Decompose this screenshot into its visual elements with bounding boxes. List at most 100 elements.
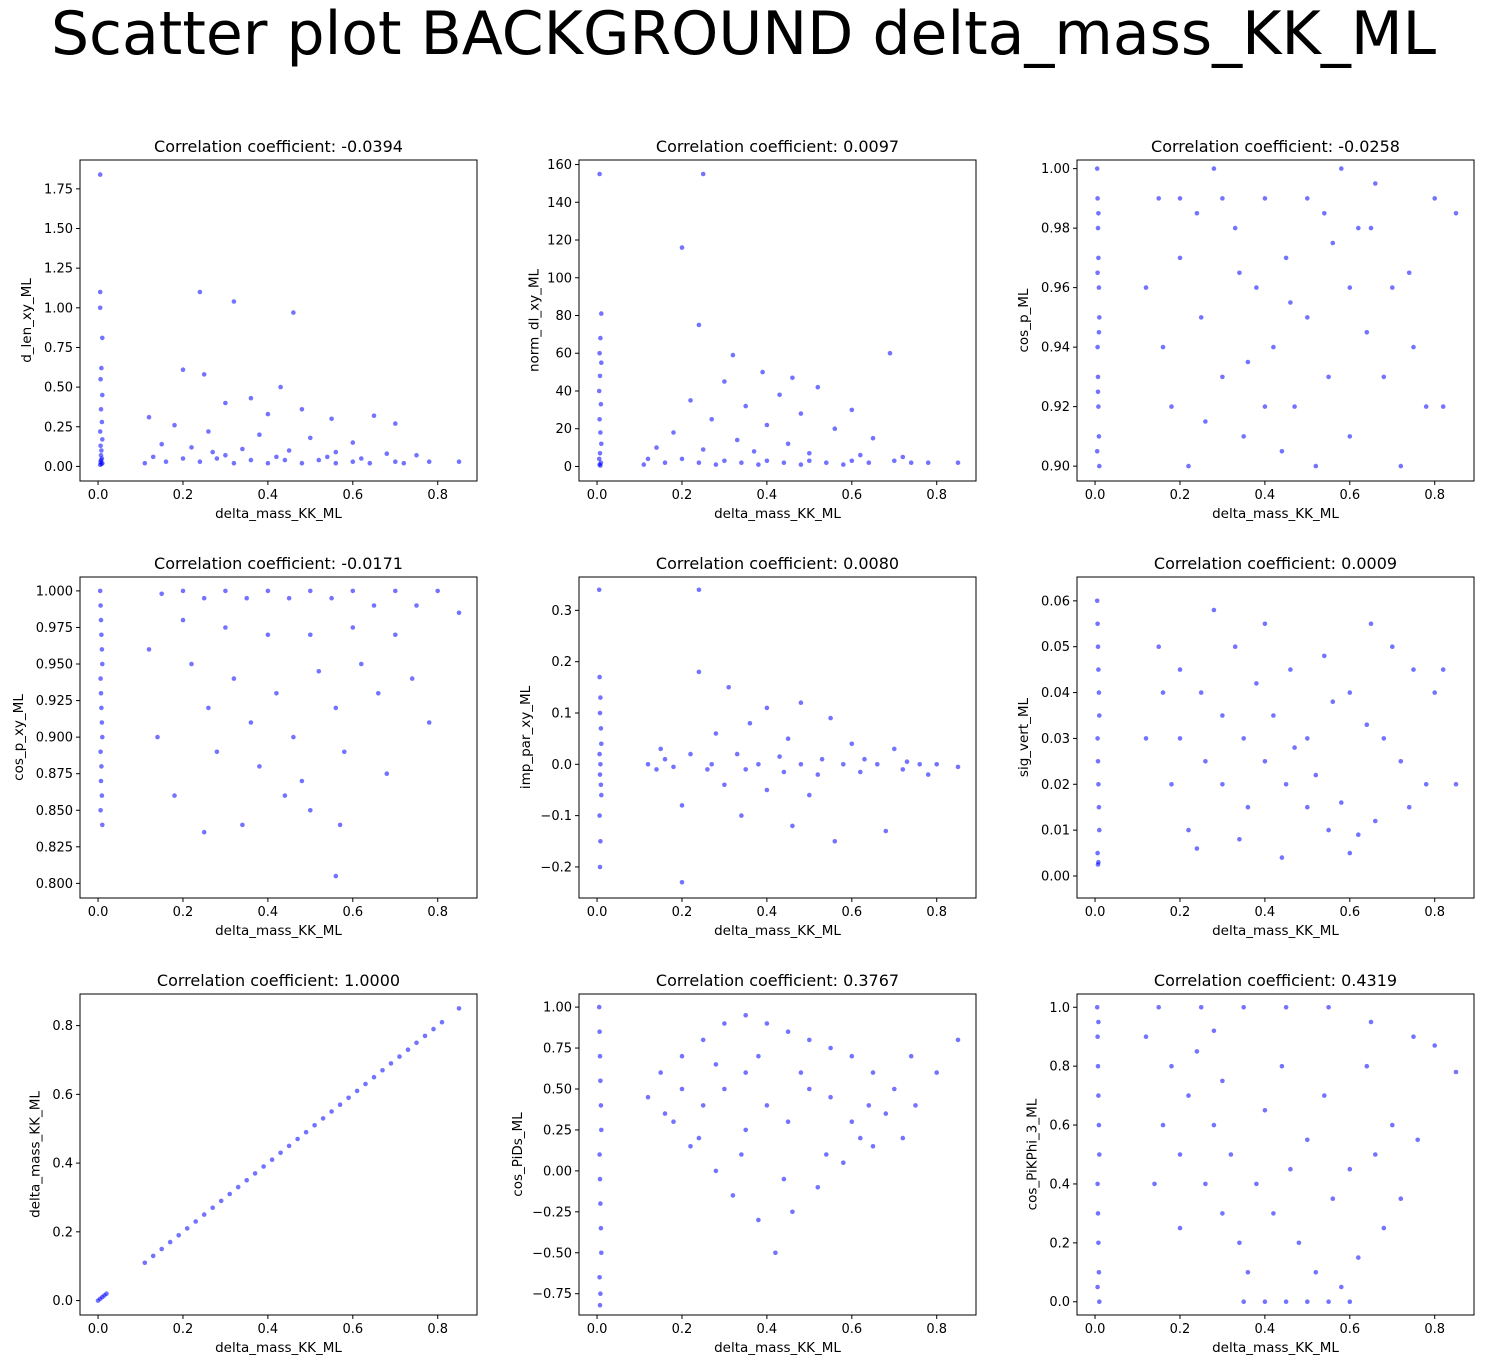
data-point bbox=[1237, 837, 1242, 842]
data-point bbox=[1356, 832, 1361, 837]
data-point bbox=[1220, 196, 1225, 201]
y-tick-label: 0.06 bbox=[1041, 594, 1070, 609]
data-point bbox=[598, 463, 603, 468]
subplot-title: Correlation coefficient: 0.0080 bbox=[656, 554, 899, 573]
data-point bbox=[1288, 300, 1293, 305]
data-point bbox=[1096, 1019, 1101, 1025]
data-point bbox=[1453, 211, 1459, 216]
data-point bbox=[282, 793, 288, 798]
y-tick-label: 1.00 bbox=[543, 1001, 572, 1016]
data-point bbox=[828, 715, 833, 721]
y-tick-label: 0.98 bbox=[1041, 222, 1070, 237]
y-tick-label: 160 bbox=[547, 158, 572, 173]
data-point bbox=[760, 369, 765, 375]
subplot-title: Correlation coefficient: -0.0258 bbox=[1151, 137, 1400, 156]
x-tick-label: 0.2 bbox=[1170, 905, 1191, 920]
data-point bbox=[414, 1040, 419, 1046]
data-point bbox=[1322, 1093, 1327, 1098]
data-point bbox=[658, 746, 663, 752]
data-point bbox=[333, 460, 339, 466]
data-point bbox=[705, 767, 710, 772]
y-tick-label: 0.00 bbox=[543, 1164, 572, 1179]
data-point bbox=[325, 454, 330, 460]
x-tick-label: 0.0 bbox=[1085, 488, 1106, 503]
data-point bbox=[439, 1019, 445, 1025]
data-point bbox=[722, 379, 727, 384]
data-point bbox=[100, 437, 105, 442]
data-point bbox=[1423, 782, 1429, 787]
data-point bbox=[700, 171, 706, 177]
data-point bbox=[426, 720, 432, 725]
data-point bbox=[1368, 225, 1374, 231]
data-point bbox=[807, 451, 812, 456]
data-point bbox=[1096, 782, 1101, 787]
data-point bbox=[1160, 1122, 1166, 1128]
data-point bbox=[1095, 374, 1101, 380]
data-point bbox=[180, 367, 186, 373]
data-point bbox=[781, 1176, 787, 1182]
data-point bbox=[645, 456, 651, 462]
y-tick-label: 40 bbox=[555, 384, 572, 399]
data-point bbox=[596, 587, 602, 593]
data-point bbox=[1283, 1005, 1289, 1010]
data-point bbox=[1096, 690, 1102, 695]
data-point bbox=[97, 588, 103, 594]
subplot-title: Correlation coefficient: 0.3767 bbox=[656, 971, 899, 990]
x-tick-label: 0.2 bbox=[1170, 1322, 1191, 1337]
y-tick-label: 140 bbox=[547, 196, 572, 211]
data-point bbox=[359, 456, 364, 461]
y-tick-label: 0.2 bbox=[551, 655, 572, 670]
data-point bbox=[1237, 270, 1242, 276]
data-point bbox=[146, 414, 152, 420]
data-point bbox=[286, 448, 292, 453]
data-point bbox=[244, 1178, 249, 1183]
data-point bbox=[900, 1135, 906, 1141]
x-tick-label: 0.8 bbox=[427, 1322, 448, 1337]
data-point bbox=[599, 441, 604, 447]
subplot-title: Correlation coefficient: 0.0097 bbox=[656, 137, 899, 156]
data-point bbox=[1313, 463, 1319, 469]
data-point bbox=[1096, 667, 1101, 672]
data-point bbox=[722, 458, 727, 464]
data-point bbox=[426, 459, 432, 465]
data-point bbox=[1254, 285, 1259, 290]
y-tick-label: 0.2 bbox=[52, 1225, 73, 1240]
data-point bbox=[1186, 1093, 1191, 1098]
x-tick-label: 0.4 bbox=[757, 1322, 778, 1337]
data-point bbox=[1288, 667, 1293, 672]
data-point bbox=[892, 458, 897, 464]
data-point bbox=[384, 771, 390, 776]
data-point bbox=[257, 432, 262, 438]
y-tick-label: 1.0 bbox=[1049, 1001, 1070, 1016]
data-point bbox=[832, 426, 838, 432]
data-point bbox=[892, 1086, 897, 1092]
data-point bbox=[1094, 449, 1100, 454]
data-point bbox=[824, 1152, 829, 1157]
data-point bbox=[798, 462, 804, 467]
data-point bbox=[98, 617, 104, 623]
data-point bbox=[1198, 315, 1204, 320]
x-tick-label: 0.2 bbox=[173, 488, 194, 503]
data-point bbox=[849, 741, 855, 747]
x-tick-label: 0.6 bbox=[342, 905, 363, 920]
data-point bbox=[722, 782, 727, 788]
data-point bbox=[282, 457, 288, 463]
data-point bbox=[167, 1239, 173, 1245]
data-point bbox=[1283, 255, 1289, 261]
data-point bbox=[316, 669, 322, 674]
data-point bbox=[97, 289, 103, 295]
data-point bbox=[598, 726, 604, 731]
data-point bbox=[934, 1070, 939, 1075]
data-point bbox=[883, 1111, 889, 1116]
data-point bbox=[764, 422, 770, 428]
data-point bbox=[435, 588, 441, 594]
data-point bbox=[99, 793, 105, 798]
data-point bbox=[248, 395, 254, 401]
data-point bbox=[700, 447, 706, 452]
data-point bbox=[1095, 225, 1101, 231]
data-point bbox=[180, 456, 186, 461]
data-point bbox=[1330, 699, 1336, 704]
data-point bbox=[1097, 315, 1102, 320]
data-point bbox=[1398, 759, 1404, 764]
data-point bbox=[807, 1086, 812, 1092]
